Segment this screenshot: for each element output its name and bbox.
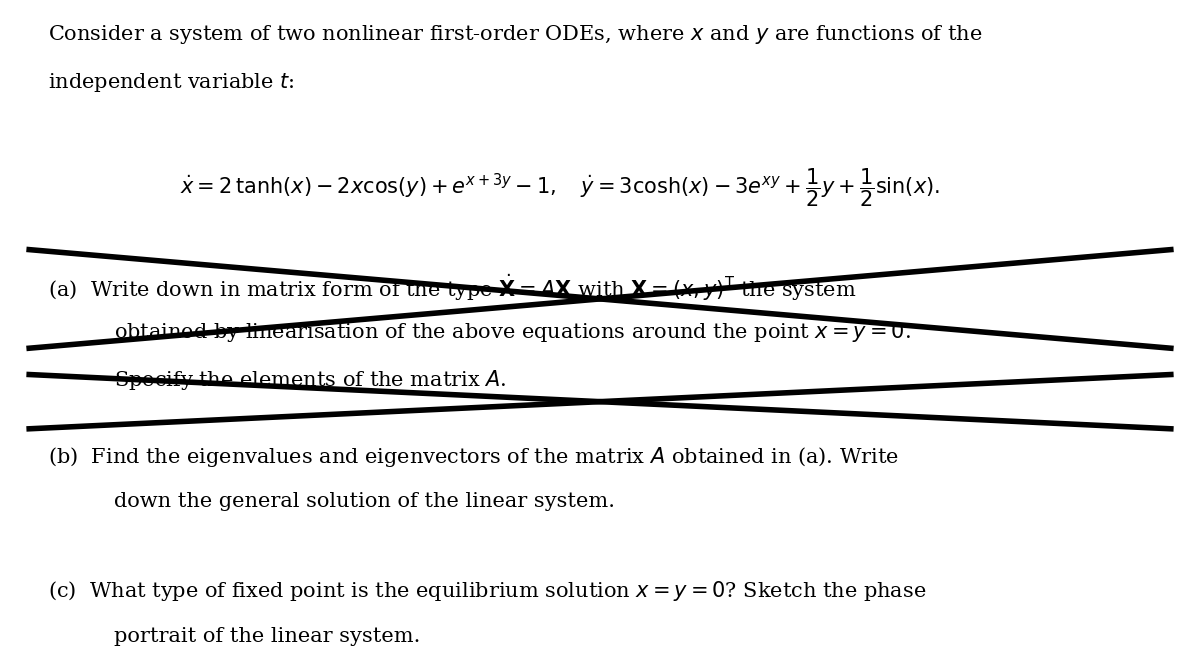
Text: (b)  Find the eigenvalues and eigenvectors of the matrix $A$ obtained in (a). Wr: (b) Find the eigenvalues and eigenvector…: [48, 445, 899, 469]
Text: (c)  What type of fixed point is the equilibrium solution $x = y = 0$? Sketch th: (c) What type of fixed point is the equi…: [48, 579, 926, 602]
Text: Specify the elements of the matrix $A$.: Specify the elements of the matrix $A$.: [114, 368, 506, 392]
Text: independent variable $t$:: independent variable $t$:: [48, 71, 295, 94]
Text: $\dot{x} = 2\,\tanh(x) - 2x\cos(y) + e^{x+3y} - 1, \quad\dot{y} = 3\cosh(x) - 3e: $\dot{x} = 2\,\tanh(x) - 2x\cos(y) + e^{…: [180, 167, 940, 209]
Text: down the general solution of the linear system.: down the general solution of the linear …: [114, 493, 616, 511]
Text: Consider a system of two nonlinear first-order ODEs, where $x$ and $y$ are funct: Consider a system of two nonlinear first…: [48, 23, 983, 47]
Text: (a)  Write down in matrix form of the type $\dot{\mathbf{X}} = A\mathbf{X}$ with: (a) Write down in matrix form of the typ…: [48, 272, 857, 303]
Text: obtained by linearisation of the above equations around the point $x = y = 0$.: obtained by linearisation of the above e…: [114, 320, 911, 344]
Text: portrait of the linear system.: portrait of the linear system.: [114, 626, 420, 646]
